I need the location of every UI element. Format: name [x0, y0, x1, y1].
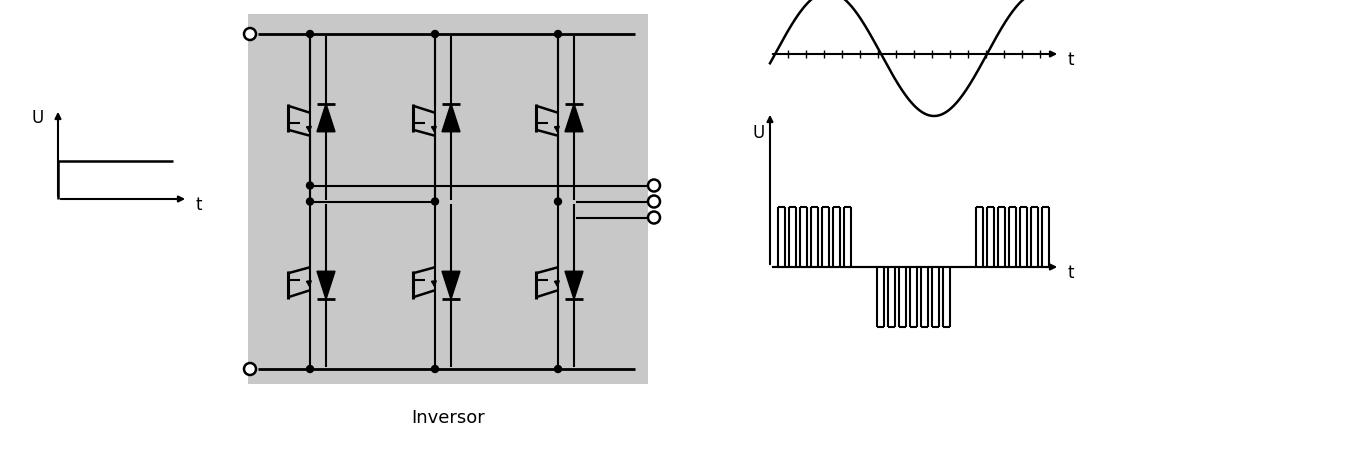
Circle shape [307, 198, 314, 206]
Circle shape [648, 180, 660, 192]
Text: t: t [1068, 51, 1075, 69]
Polygon shape [564, 272, 583, 299]
Circle shape [648, 196, 660, 208]
Polygon shape [317, 272, 335, 299]
Circle shape [555, 31, 562, 38]
Text: t: t [197, 196, 202, 213]
Polygon shape [564, 105, 583, 132]
Text: U: U [753, 124, 765, 142]
Circle shape [307, 31, 314, 38]
Circle shape [307, 366, 314, 373]
Text: U: U [32, 109, 44, 127]
Bar [248, 15, 648, 384]
Circle shape [648, 212, 660, 224]
Polygon shape [442, 272, 459, 299]
Circle shape [244, 363, 256, 375]
Circle shape [307, 182, 314, 190]
Circle shape [431, 366, 439, 373]
Circle shape [555, 366, 562, 373]
Circle shape [555, 198, 562, 206]
Circle shape [244, 29, 256, 41]
Circle shape [431, 31, 439, 38]
Text: t: t [1068, 263, 1075, 281]
Polygon shape [442, 105, 459, 132]
Circle shape [431, 198, 439, 206]
Text: Inversor: Inversor [411, 408, 485, 426]
Polygon shape [317, 105, 335, 132]
